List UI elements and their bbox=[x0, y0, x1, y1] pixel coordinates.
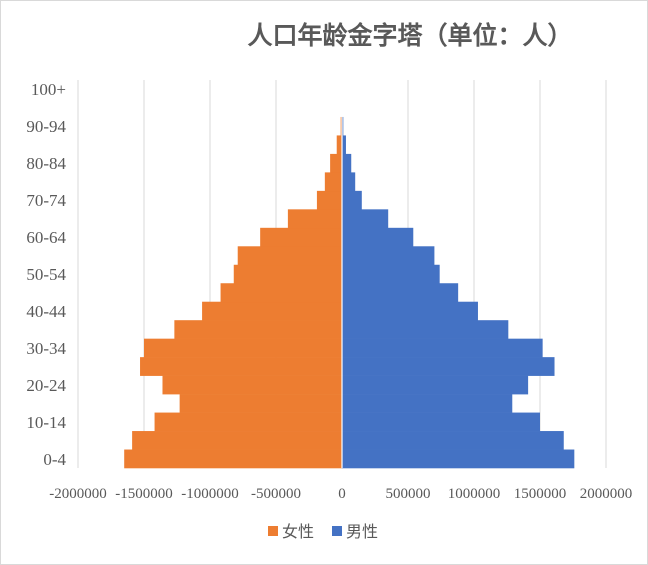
bar-male-40-44 bbox=[342, 301, 478, 321]
y-tick-label: 80-84 bbox=[26, 154, 66, 173]
y-tick-label: 90-94 bbox=[26, 117, 66, 136]
x-tick-label: 1000000 bbox=[448, 486, 501, 502]
bar-male-15-19 bbox=[342, 394, 513, 413]
bar-male-10-14 bbox=[342, 412, 540, 432]
bar-male-70-74 bbox=[342, 190, 362, 210]
bar-male-85-89 bbox=[342, 135, 346, 155]
bar-female-50-54 bbox=[233, 264, 342, 284]
bar-male-20-24 bbox=[342, 375, 529, 395]
x-tick-label: 1500000 bbox=[514, 486, 567, 502]
bar-female-15-19 bbox=[179, 394, 342, 413]
bar-female-0-4 bbox=[124, 449, 342, 469]
legend: 女性 男性 bbox=[268, 522, 378, 541]
bar-male-5-9 bbox=[342, 431, 564, 450]
bar-male-35-39 bbox=[342, 320, 509, 339]
chart-title: 人口年龄金字塔（单位：人） bbox=[247, 21, 572, 50]
bar-female-35-39 bbox=[174, 320, 342, 339]
bar-female-20-24 bbox=[162, 375, 342, 395]
bar-female-5-9 bbox=[132, 431, 342, 450]
y-tick-label: 70-74 bbox=[26, 191, 66, 210]
bar-female-90-94 bbox=[340, 116, 342, 136]
bar-male-55-59 bbox=[342, 246, 435, 266]
bar-male-30-34 bbox=[342, 338, 543, 358]
legend-label-male: 男性 bbox=[346, 522, 378, 541]
bar-male-25-29 bbox=[342, 357, 555, 376]
y-tick-label: 40-44 bbox=[26, 302, 66, 321]
bar-female-60-64 bbox=[260, 227, 342, 247]
x-tick-label: -1000000 bbox=[181, 486, 239, 502]
bar-female-70-74 bbox=[316, 190, 342, 210]
bar-male-50-54 bbox=[342, 264, 440, 284]
bar-male-45-49 bbox=[342, 283, 459, 303]
y-tick-label: 30-34 bbox=[26, 339, 66, 358]
bar-female-80-84 bbox=[330, 153, 342, 173]
bar-male-60-64 bbox=[342, 227, 414, 247]
x-tick-label: 500000 bbox=[386, 486, 431, 502]
y-tick-label: 0-4 bbox=[43, 450, 66, 469]
x-tick-label: -1500000 bbox=[115, 486, 173, 502]
bar-female-55-59 bbox=[237, 246, 342, 266]
y-tick-label: 20-24 bbox=[26, 376, 66, 395]
x-tick-label: 0 bbox=[338, 486, 346, 502]
y-tick-label: 10-14 bbox=[26, 413, 66, 432]
bar-male-65-69 bbox=[342, 209, 389, 229]
bar-female-85-89 bbox=[336, 135, 342, 155]
y-tick-label: 60-64 bbox=[26, 228, 66, 247]
bar-male-80-84 bbox=[342, 153, 352, 173]
bar-female-10-14 bbox=[154, 412, 342, 432]
bar-female-65-69 bbox=[287, 209, 342, 229]
legend-label-female: 女性 bbox=[282, 522, 314, 541]
bar-male-0-4 bbox=[342, 449, 575, 469]
y-tick-label: 50-54 bbox=[26, 265, 66, 284]
bar-female-45-49 bbox=[220, 283, 342, 303]
bar-male-90-94 bbox=[342, 116, 344, 136]
y-tick-label: 100+ bbox=[31, 80, 66, 99]
bar-female-25-29 bbox=[140, 357, 342, 376]
y-axis-ticks: 0-4 10-14 20-24 30-34 40-44 50-54 60-64 70-74 80… bbox=[26, 80, 66, 469]
bar-female-30-34 bbox=[144, 338, 342, 358]
bars bbox=[124, 80, 575, 469]
bar-female-75-79 bbox=[324, 172, 342, 192]
legend-swatch-male bbox=[332, 526, 342, 536]
x-axis-ticks: -2000000 -1500000 -1000000 -500000 0 500000 10… bbox=[49, 486, 632, 502]
x-tick-label: 2000000 bbox=[580, 486, 633, 502]
bar-female-40-44 bbox=[202, 301, 342, 321]
legend-swatch-female bbox=[268, 526, 278, 536]
bar-male-75-79 bbox=[342, 172, 356, 192]
x-tick-label: -500000 bbox=[251, 486, 301, 502]
x-tick-label: -2000000 bbox=[49, 486, 107, 502]
